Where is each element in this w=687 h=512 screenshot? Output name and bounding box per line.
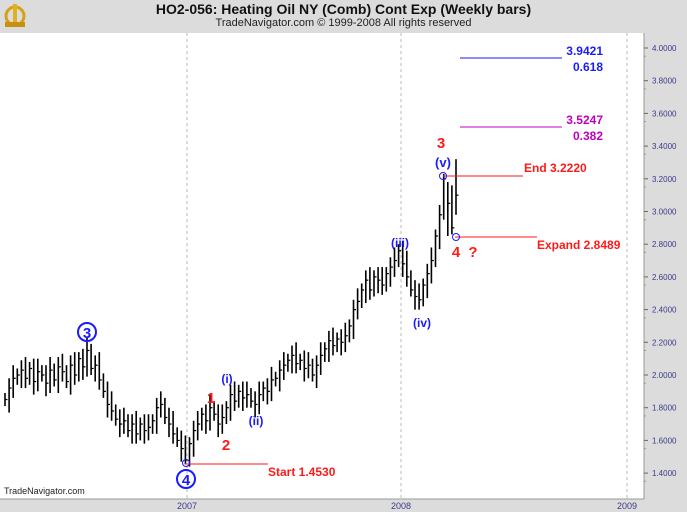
y-tick-label: 1.6000: [652, 436, 677, 445]
fib-618-ratio: 0.618: [573, 60, 603, 74]
start-label: Start 1.4530: [268, 465, 336, 479]
chart-subtitle: TradeNavigator.com © 1999-2008 All right…: [215, 17, 472, 29]
y-tick-label: 2.2000: [652, 338, 677, 347]
y-tick-label: 3.6000: [652, 109, 677, 118]
y-tick-label: 3.8000: [652, 77, 677, 86]
start-marker: [182, 459, 190, 467]
y-tick-label: 3.0000: [652, 208, 677, 217]
watermark: TradeNavigator.com: [4, 486, 85, 496]
sextant-logo-icon: [4, 4, 26, 27]
wave-1-label: 1: [207, 390, 215, 407]
wave-3-label: 3: [437, 135, 445, 152]
fib-618-price: 3.9421: [566, 44, 603, 58]
plot-area: [0, 33, 644, 499]
chart-title: HO2-056: Heating Oil NY (Comb) Cont Exp …: [155, 1, 532, 17]
y-tick-label: 3.4000: [652, 142, 677, 151]
wave-iii-label: (iii): [391, 236, 409, 250]
wave-4-circle: [176, 469, 196, 489]
wave-i-label: (i): [221, 372, 232, 386]
wave-3-major-label: 3: [83, 325, 91, 342]
expand-marker: [452, 233, 460, 241]
y-tick-label: 2.8000: [652, 240, 677, 249]
y-tick-label: 3.2000: [652, 175, 677, 184]
y-tick-label: 2.4000: [652, 306, 677, 315]
wave-4-major-label: 4: [182, 472, 191, 489]
wave-ii-label: (ii): [249, 414, 264, 428]
y-tick-label: 1.4000: [652, 469, 677, 478]
wave-3-circle: [77, 322, 97, 342]
y-tick-label: 2.0000: [652, 371, 677, 380]
fib-382-price: 3.5247: [566, 113, 603, 127]
x-tick-label: 2009: [617, 501, 637, 511]
expand-label: Expand 2.8489: [537, 238, 621, 252]
x-tick-label: 2007: [177, 501, 197, 511]
wave-v-label: (v): [435, 155, 451, 170]
end-marker: [439, 172, 447, 180]
y-tick-label: 2.6000: [652, 273, 677, 282]
question-label: ?: [468, 244, 477, 261]
wave-4-label: 4: [452, 244, 461, 261]
end-label: End 3.2220: [524, 161, 587, 175]
wave-iv-label: (iv): [413, 316, 431, 330]
x-tick-label: 2008: [391, 501, 411, 511]
y-tick-label: 1.8000: [652, 404, 677, 413]
wave-2-label: 2: [222, 437, 230, 454]
fib-382-ratio: 0.382: [573, 129, 603, 143]
y-tick-label: 4.0000: [652, 44, 677, 53]
